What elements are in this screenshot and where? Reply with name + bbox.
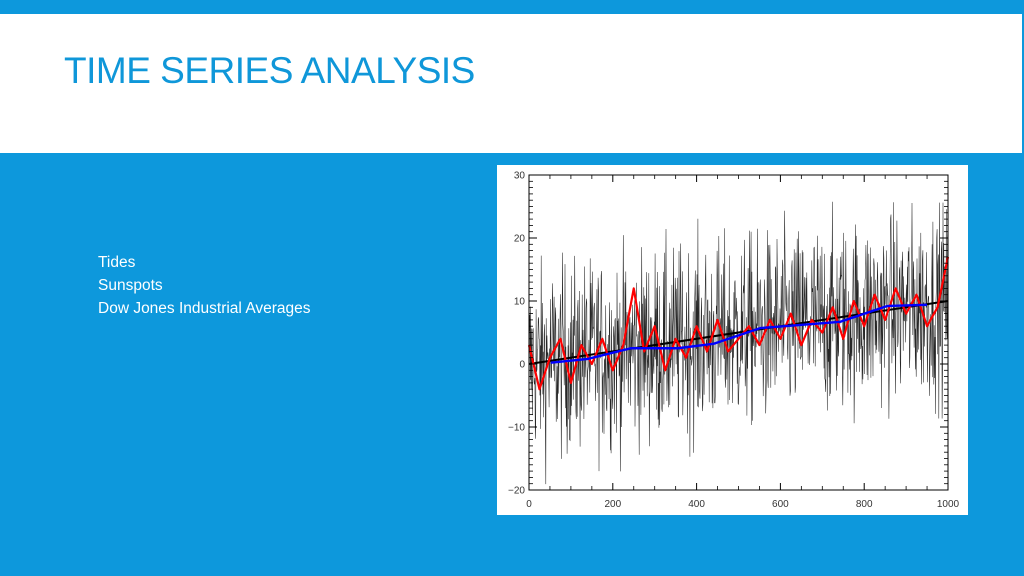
y-tick-label: 30 xyxy=(514,171,526,182)
linear-fit-line xyxy=(528,300,949,365)
slide-header: TIME SERIES ANALYSIS xyxy=(0,14,1022,153)
x-tick-label: 200 xyxy=(604,499,621,510)
bullet-list: Tides Sunspots Dow Jones Industrial Aver… xyxy=(98,251,311,320)
y-tick-label: 20 xyxy=(514,234,526,245)
time-series-chart: 0 200 400 600 800 1000 −20 −10 0 10 20 30 xyxy=(497,165,968,515)
x-tick-label: 800 xyxy=(856,499,873,510)
bullet-item-dow-jones: Dow Jones Industrial Averages xyxy=(98,300,311,317)
smoothed-series-line xyxy=(527,256,950,391)
trend-line xyxy=(550,303,928,364)
y-tick-label: −10 xyxy=(508,423,525,434)
bullet-item-sunspots: Sunspots xyxy=(98,277,163,294)
x-tick-label: 600 xyxy=(772,499,789,510)
y-tick-label: −20 xyxy=(508,486,525,497)
top-accent-band xyxy=(0,0,1024,14)
x-tick-label: 1000 xyxy=(937,499,960,510)
chart-plot: 0 200 400 600 800 1000 −20 −10 0 10 20 30 xyxy=(497,165,968,515)
x-tick-label: 0 xyxy=(526,499,532,510)
y-tick-label: 10 xyxy=(514,297,526,308)
bullet-item-tides: Tides xyxy=(98,254,136,271)
raw-series-line xyxy=(528,201,949,485)
y-tick-label: 0 xyxy=(519,360,525,371)
slide-title: TIME SERIES ANALYSIS xyxy=(64,50,475,91)
x-tick-label: 400 xyxy=(688,499,705,510)
